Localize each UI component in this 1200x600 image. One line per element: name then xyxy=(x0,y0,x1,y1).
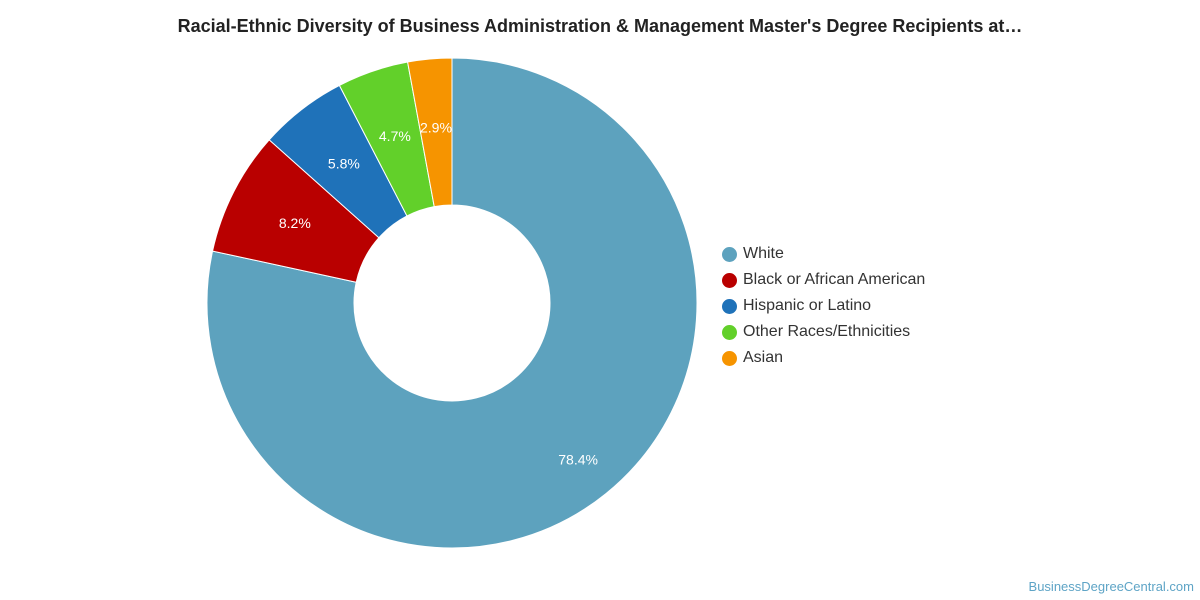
legend-label: Hispanic or Latino xyxy=(743,297,872,314)
legend-item-black-or-african-american[interactable]: Black or African American xyxy=(722,267,925,293)
slice-value-label: 78.4% xyxy=(558,451,598,467)
legend-item-white[interactable]: White xyxy=(722,241,925,267)
legend-color-dot-icon xyxy=(722,298,737,314)
donut-slice-asian[interactable] xyxy=(407,57,453,208)
legend-color-dot-icon xyxy=(722,350,737,366)
legend-item-asian[interactable]: Asian xyxy=(722,345,925,371)
legend-label: Other Races/Ethnicities xyxy=(743,323,911,340)
legend-label: Asian xyxy=(743,349,784,366)
slice-value-label: 4.7% xyxy=(379,128,411,144)
chart-title: Racial-Ethnic Diversity of Business Admi… xyxy=(177,16,1023,36)
donut-slice-white[interactable] xyxy=(206,57,698,549)
legend-item-hispanic-or-latino[interactable]: Hispanic or Latino xyxy=(722,293,925,319)
legend-item-other-races-ethnicities[interactable]: Other Races/Ethnicities xyxy=(722,319,925,345)
slice-value-label: 8.2% xyxy=(279,215,311,231)
slice-value-label: 5.8% xyxy=(328,156,360,172)
legend-color-dot-icon xyxy=(722,272,737,288)
legend-color-dot-icon xyxy=(722,246,737,262)
chart-legend: White Black or African American Hispanic o… xyxy=(722,241,925,371)
watermark-text: BusinessDegreeCentral.com xyxy=(1028,579,1194,594)
slice-value-label: 2.9% xyxy=(420,119,452,135)
legend-label: Black or African American xyxy=(743,271,926,288)
legend-color-dot-icon xyxy=(722,324,737,340)
legend-label: White xyxy=(743,245,784,262)
